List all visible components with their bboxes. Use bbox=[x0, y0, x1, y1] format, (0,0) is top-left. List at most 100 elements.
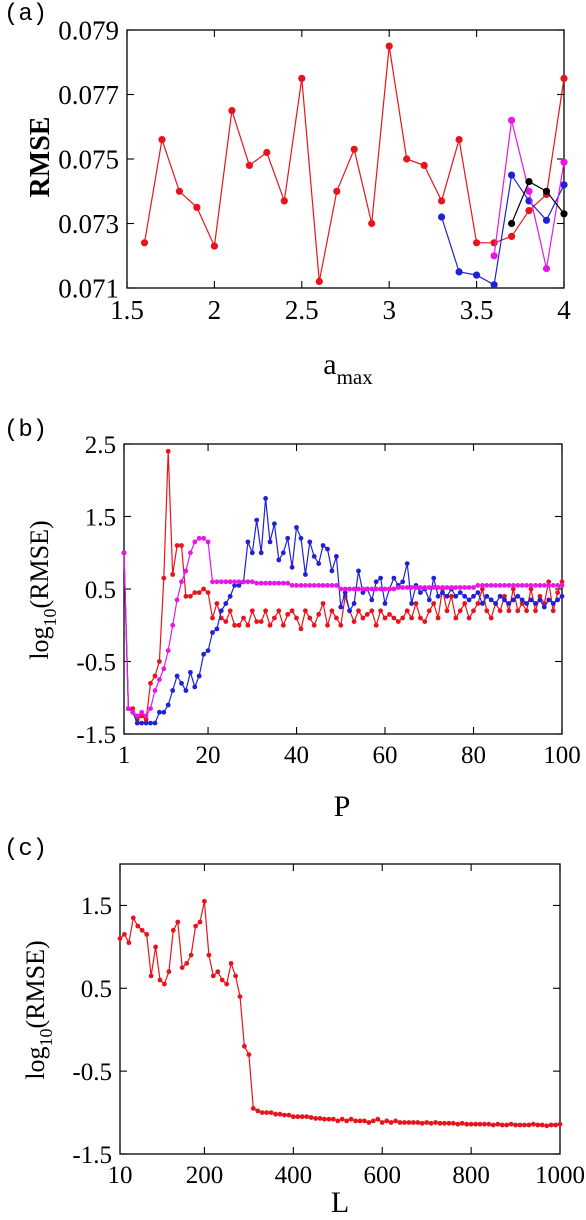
data-point-red bbox=[295, 1114, 301, 1120]
data-point-magenta bbox=[205, 539, 211, 545]
data-point-red bbox=[219, 977, 225, 983]
data-point-red bbox=[525, 207, 533, 215]
data-point-black bbox=[560, 210, 568, 218]
data-point-red bbox=[455, 1121, 461, 1127]
data-point-red bbox=[250, 1106, 256, 1111]
data-point-magenta bbox=[214, 579, 220, 585]
x-axis-label-c: L bbox=[331, 1186, 349, 1219]
data-point-blue bbox=[497, 593, 503, 599]
data-point-magenta bbox=[280, 580, 286, 586]
data-point-red bbox=[282, 1112, 287, 1118]
data-point-blue bbox=[329, 568, 335, 574]
data-point-red bbox=[294, 615, 299, 621]
data-point-blue bbox=[258, 550, 264, 556]
data-point-magenta bbox=[418, 585, 423, 590]
data-point-red bbox=[402, 1120, 407, 1125]
data-point-red bbox=[117, 936, 123, 941]
x-tick-label-c: 1000 bbox=[535, 1162, 585, 1189]
data-point-red bbox=[148, 680, 153, 686]
data-point-blue bbox=[267, 539, 273, 545]
data-point-magenta bbox=[320, 583, 326, 588]
data-point-red bbox=[419, 1120, 425, 1126]
data-point-blue bbox=[438, 213, 446, 221]
data-point-red bbox=[530, 1121, 536, 1127]
data-point-magenta bbox=[559, 583, 565, 588]
data-point-red bbox=[370, 1118, 376, 1124]
data-point-red bbox=[224, 981, 230, 987]
data-point-red bbox=[245, 161, 253, 169]
y-tick-label-b: 2.5 bbox=[85, 432, 116, 459]
data-point-red bbox=[495, 1121, 501, 1127]
data-point-red bbox=[215, 969, 221, 975]
data-point-red bbox=[157, 659, 162, 664]
data-point-red bbox=[289, 608, 295, 614]
data-point-magenta bbox=[241, 579, 246, 585]
data-point-red bbox=[170, 572, 176, 577]
data-point-red bbox=[548, 1122, 554, 1128]
y-tick-label-a: 0.071 bbox=[58, 273, 119, 303]
data-point-red bbox=[356, 608, 361, 614]
data-point-magenta bbox=[488, 583, 494, 588]
x-tick-label-b: 80 bbox=[461, 742, 486, 769]
x-tick-label-a: 1.5 bbox=[110, 295, 144, 325]
data-point-magenta bbox=[338, 586, 344, 592]
data-point-blue bbox=[382, 601, 388, 606]
data-point-magenta bbox=[462, 585, 468, 590]
data-point-blue bbox=[218, 608, 224, 614]
data-point-blue bbox=[285, 535, 291, 541]
data-point-black bbox=[508, 219, 516, 228]
data-point-blue bbox=[533, 601, 538, 606]
data-point-blue bbox=[391, 575, 397, 581]
data-point-red bbox=[353, 1118, 358, 1124]
data-point-blue bbox=[325, 546, 330, 552]
data-point-blue bbox=[188, 670, 193, 675]
data-point-blue bbox=[232, 583, 238, 588]
data-point-red bbox=[424, 1120, 430, 1125]
data-point-blue bbox=[143, 720, 149, 726]
data-point-red bbox=[276, 608, 282, 614]
data-point-red bbox=[508, 1121, 514, 1127]
data-point-blue bbox=[214, 626, 220, 632]
data-point-magenta bbox=[143, 713, 149, 719]
panel-label-a: (a) bbox=[4, 1, 47, 28]
data-point-magenta bbox=[254, 580, 260, 586]
data-point-magenta bbox=[210, 579, 215, 585]
data-point-magenta bbox=[528, 583, 534, 588]
data-point-blue bbox=[276, 557, 282, 563]
panel-a: (a) 1.5 2 2.5 3 3.5 4 0.071 0.073 0.075 0.077 0.07… bbox=[4, 1, 571, 389]
data-point-magenta bbox=[449, 585, 454, 590]
data-point-black bbox=[525, 178, 533, 186]
data-point-magenta bbox=[183, 568, 189, 574]
data-point-red bbox=[466, 615, 472, 621]
data-point-blue bbox=[157, 709, 162, 715]
data-point-magenta bbox=[466, 585, 472, 590]
x-tick-label-a: 3 bbox=[382, 295, 396, 325]
data-point-red bbox=[304, 1114, 310, 1120]
data-point-red bbox=[227, 608, 233, 614]
data-point-red bbox=[326, 1116, 332, 1122]
data-point-blue bbox=[294, 525, 299, 530]
data-point-red bbox=[397, 1120, 403, 1125]
data-point-red bbox=[139, 713, 145, 719]
data-point-blue bbox=[457, 590, 463, 595]
data-point-blue bbox=[134, 720, 140, 726]
series-line-black bbox=[511, 180, 565, 224]
data-point-red bbox=[330, 1116, 336, 1122]
data-point-red bbox=[255, 1108, 261, 1114]
data-point-red bbox=[533, 608, 538, 614]
data-point-blue bbox=[404, 561, 410, 566]
y-tick-label-b: 1.5 bbox=[85, 504, 116, 531]
data-point-red bbox=[311, 622, 317, 628]
data-point-magenta bbox=[373, 586, 379, 592]
data-point-blue bbox=[462, 593, 468, 599]
data-point-magenta bbox=[560, 158, 568, 166]
data-point-red bbox=[559, 579, 565, 585]
data-point-red bbox=[179, 965, 185, 970]
data-point-blue bbox=[280, 550, 286, 556]
data-point-red bbox=[480, 586, 485, 592]
data-point-magenta bbox=[475, 583, 481, 588]
data-point-red bbox=[241, 615, 246, 621]
y-axis-label-c: log10(RMSE) bbox=[21, 940, 56, 1079]
data-point-red bbox=[175, 919, 181, 925]
data-point-magenta bbox=[165, 648, 171, 653]
